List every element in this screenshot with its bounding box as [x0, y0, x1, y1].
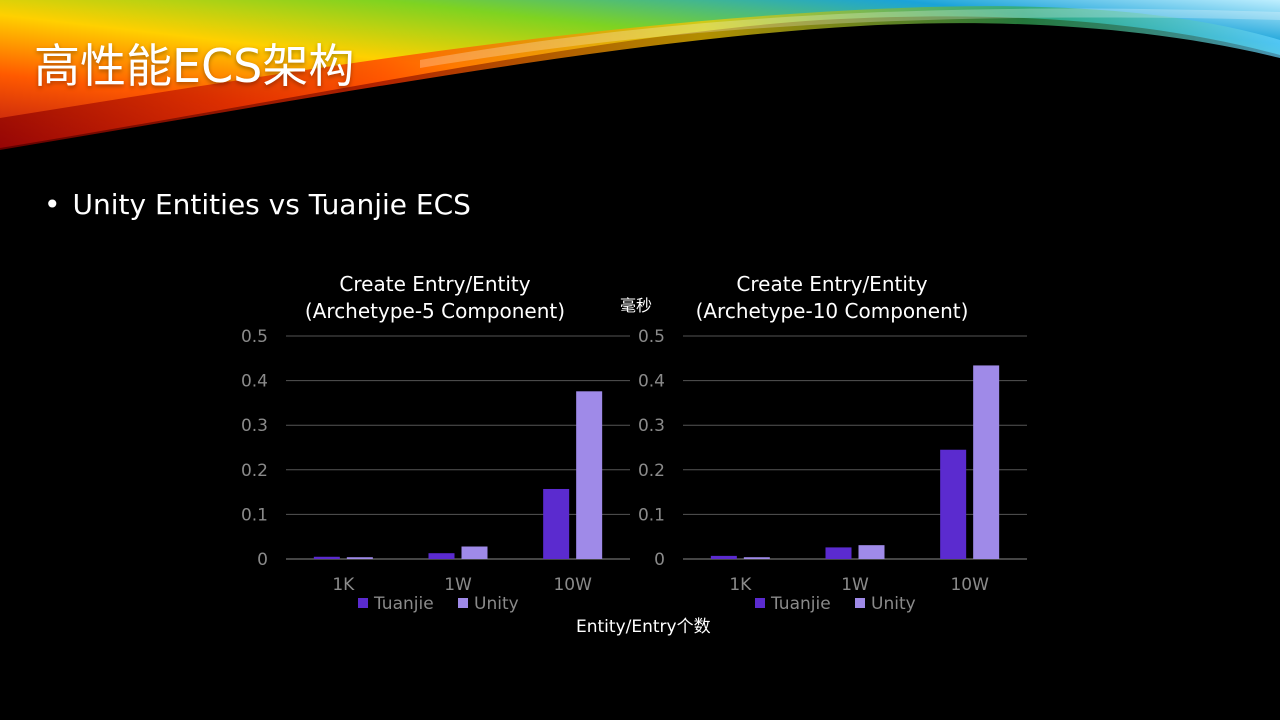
- bar-unity: [576, 391, 603, 559]
- legend-swatch: [458, 598, 468, 608]
- bullet-dot: •: [44, 188, 61, 221]
- bar-tuanjie: [313, 556, 340, 559]
- x-tick-label: 10W: [950, 575, 989, 595]
- bullet-text: Unity Entities vs Tuanjie ECS: [72, 188, 471, 221]
- y-tick-label: 0.2: [241, 461, 268, 481]
- bar-tuanjie: [710, 555, 737, 559]
- bar-unity: [858, 545, 885, 559]
- banner-streak-secondary: [0, 6, 1280, 151]
- chart-title-line1: Create Entry/Entity: [339, 272, 530, 296]
- x-tick-label: 1W: [841, 575, 869, 595]
- x-tick-label: 1K: [332, 575, 355, 595]
- bullet-item: • Unity Entities vs Tuanjie ECS: [44, 188, 471, 221]
- legend-swatch: [855, 598, 865, 608]
- y-tick-label: 0.5: [241, 327, 268, 347]
- y-tick-label: 0.5: [638, 327, 665, 347]
- y-tick-label: 0: [654, 550, 665, 570]
- bar-unity: [346, 557, 373, 559]
- y-tick-label: 0.4: [638, 372, 665, 392]
- legend-swatch: [755, 598, 765, 608]
- y-tick-label: 0: [257, 550, 268, 570]
- legend-label: Unity: [474, 594, 519, 614]
- chart-title-line1: Create Entry/Entity: [736, 272, 927, 296]
- x-tick-label: 1W: [444, 575, 472, 595]
- bar-unity: [743, 557, 770, 559]
- banner-streak-main: [0, 0, 1280, 148]
- banner-decoration: [0, 0, 1280, 151]
- legend-label: Tuanjie: [373, 594, 434, 614]
- legend-label: Tuanjie: [770, 594, 831, 614]
- bar-tuanjie: [940, 449, 967, 559]
- banner-highlight: [420, 8, 1280, 68]
- chart-title-line2: (Archetype-5 Component): [305, 299, 565, 323]
- y-tick-label: 0.1: [241, 505, 268, 525]
- bar-tuanjie: [543, 488, 570, 559]
- chart-title-line2: (Archetype-10 Component): [696, 299, 969, 323]
- legend-swatch: [358, 598, 368, 608]
- x-axis-label: Entity/Entry个数: [576, 617, 711, 637]
- legend-label: Unity: [871, 594, 916, 614]
- y-tick-label: 0.1: [638, 505, 665, 525]
- bar-unity: [461, 546, 488, 559]
- bar-unity: [973, 365, 1000, 559]
- slide-title: 高性能ECS架构: [34, 39, 355, 93]
- y-unit-label: 毫秒: [620, 296, 653, 315]
- bar-tuanjie: [428, 553, 455, 559]
- bar-tuanjie: [825, 547, 852, 559]
- y-tick-label: 0.2: [638, 461, 665, 481]
- x-tick-label: 1K: [729, 575, 752, 595]
- y-tick-label: 0.3: [638, 416, 665, 436]
- y-tick-label: 0.4: [241, 372, 268, 392]
- x-tick-label: 10W: [553, 575, 592, 595]
- y-tick-label: 0.3: [241, 416, 268, 436]
